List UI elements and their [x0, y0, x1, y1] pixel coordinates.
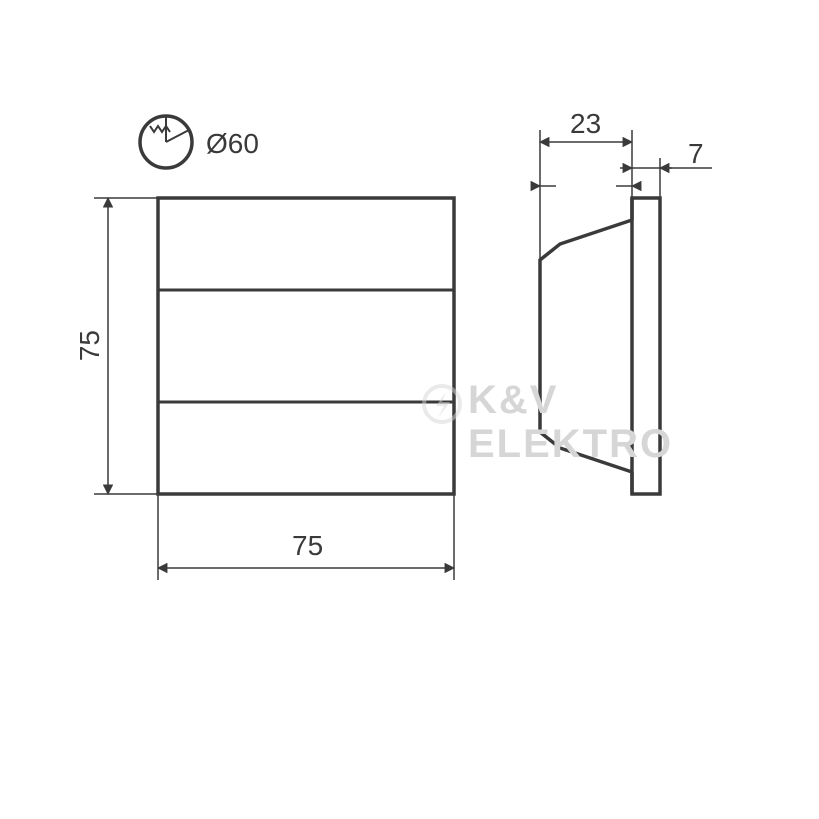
- side-depth-label: 23: [570, 108, 601, 140]
- side-plate-label: 7: [688, 138, 704, 170]
- front-height-label: 75: [74, 330, 106, 361]
- holesaw-icon: [140, 116, 192, 168]
- front-width-label: 75: [292, 530, 323, 562]
- front-outline: [158, 198, 454, 494]
- hole-diameter-label: Ø60: [206, 128, 259, 160]
- side-view: [540, 198, 660, 494]
- dim-side-depth: [540, 130, 632, 260]
- drawing-canvas: [0, 0, 819, 819]
